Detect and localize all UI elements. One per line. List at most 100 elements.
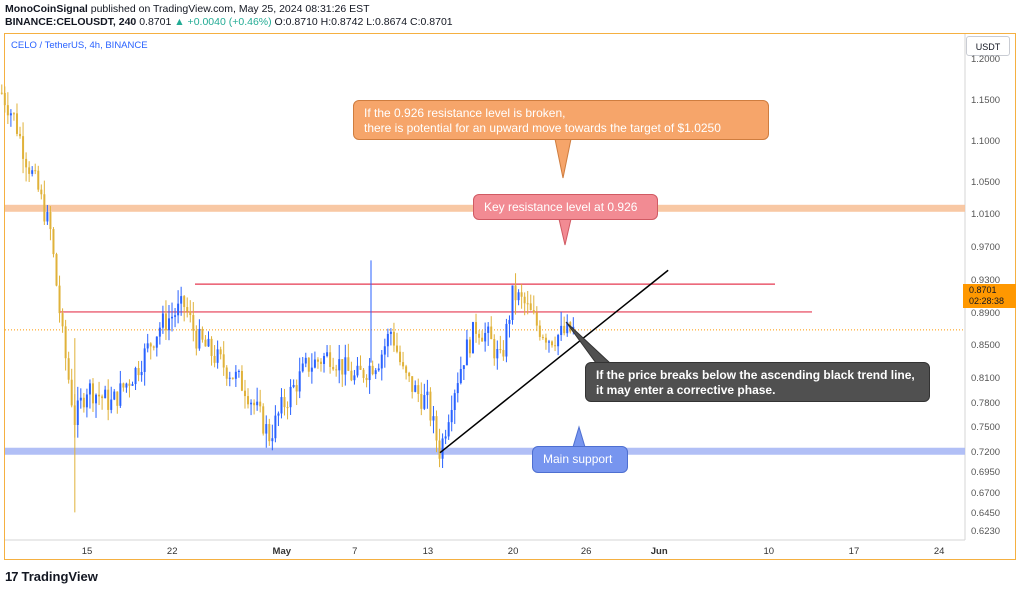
author-name: MonoCoinSignal: [5, 3, 88, 15]
candle-body: [310, 367, 313, 372]
candle-body: [161, 313, 164, 328]
candle-body: [490, 326, 493, 340]
candle-body: [465, 339, 468, 366]
candle-body: [462, 365, 465, 370]
candle-body: [514, 285, 517, 301]
target-callout-line2: there is potential for an upward move to…: [364, 121, 721, 135]
tradingview-logo[interactable]: 17 TradingView: [5, 569, 98, 584]
currency-button[interactable]: USDT: [966, 36, 1010, 56]
candle-body: [298, 371, 301, 392]
candle-body: [283, 397, 286, 408]
time-tick-label: 24: [933, 546, 945, 557]
price-tick-label: 0.9300: [971, 274, 1001, 286]
resistance-callout[interactable]: Key resistance level at 0.926: [473, 194, 658, 220]
candle-body: [475, 322, 478, 334]
publish-line: MonoCoinSignal published on TradingView.…: [5, 3, 370, 15]
candle-body: [15, 113, 18, 134]
price-tick-label: 1.1500: [971, 94, 1001, 106]
candle-body: [557, 335, 560, 347]
price-tick-label: 1.0500: [971, 176, 1001, 188]
candle-body: [377, 368, 380, 371]
support-callout-text: Main support: [543, 452, 613, 466]
price-tick-label: 0.7200: [971, 446, 1001, 458]
price-tick-label: 1.1000: [971, 135, 1001, 147]
resistance-callout-text: Key resistance level at 0.926: [484, 200, 638, 214]
candle-body: [529, 303, 532, 311]
candle-body: [554, 345, 557, 347]
candle-body: [82, 397, 85, 408]
symbol-name: BINANCE:CELOUSDT, 240: [5, 16, 137, 28]
candle-body: [453, 393, 456, 410]
candle-body: [307, 357, 310, 372]
support-callout[interactable]: Main support: [532, 446, 628, 473]
target-callout-line1: If the 0.926 resistance level is broken,: [364, 106, 566, 120]
candle-body: [250, 402, 253, 405]
candle-body: [52, 229, 55, 255]
candle-body: [95, 394, 98, 404]
candle-body: [180, 296, 183, 304]
time-tick-label: 26: [580, 546, 592, 557]
candle-body: [316, 359, 319, 362]
candle-body: [344, 357, 347, 375]
target-callout[interactable]: If the 0.926 resistance level is broken,…: [353, 100, 769, 140]
candle-body: [158, 327, 161, 337]
candle-body: [380, 354, 383, 369]
candle-body: [487, 326, 490, 333]
candle-body: [195, 330, 198, 349]
candle-body: [493, 339, 496, 359]
candle-body: [46, 211, 49, 222]
candle-body: [347, 357, 350, 371]
candle-body: [210, 338, 213, 356]
candle-body: [295, 385, 298, 392]
candle-body: [76, 400, 79, 426]
time-tick-label: Jun: [650, 546, 668, 557]
candle-body: [177, 303, 180, 316]
candle-body: [12, 113, 15, 115]
candle-body: [125, 383, 128, 388]
candle-body: [122, 383, 125, 388]
time-tick-label: 17: [848, 546, 860, 557]
candle-body: [213, 355, 216, 363]
candle-body: [107, 389, 110, 410]
candle-body: [301, 363, 304, 372]
candle-body: [471, 322, 474, 354]
support-zone: [5, 447, 965, 455]
candle-body: [523, 296, 526, 304]
candle-body: [365, 377, 368, 381]
candle-body: [517, 292, 520, 301]
candle-body: [326, 352, 329, 357]
candle-body: [201, 328, 204, 340]
candle-body: [438, 440, 441, 459]
candle-body: [511, 285, 514, 320]
price-tick-label: 0.9700: [971, 242, 1001, 254]
candle-body: [551, 341, 554, 346]
candle-body: [183, 296, 186, 308]
trendline-callout[interactable]: If the price breaks below the ascending …: [585, 362, 930, 402]
candle-body: [280, 397, 283, 414]
candle-body: [25, 158, 28, 168]
candle-body: [85, 394, 88, 408]
candle-body: [167, 318, 170, 331]
candle-body: [541, 336, 544, 338]
candle-body: [134, 368, 137, 385]
candle-body: [140, 371, 143, 376]
price-tick-label: 1.0100: [971, 209, 1001, 221]
candle-body: [432, 416, 435, 421]
candle-body: [456, 383, 459, 394]
candle-body: [292, 385, 295, 387]
candle-body: [502, 350, 505, 357]
candle-body: [198, 328, 201, 349]
candle-body: [329, 352, 332, 367]
candle-body: [91, 383, 94, 404]
chart-legend: CELO / TetherUS, 4h, BINANCE: [11, 40, 148, 51]
candle-body: [216, 349, 219, 363]
candle-body: [256, 401, 259, 406]
candle-body: [408, 372, 411, 377]
time-tick-label: 7: [352, 546, 358, 557]
tradingview-wordmark: TradingView: [21, 569, 98, 584]
low-value: L:0.8674: [366, 16, 408, 28]
candle-body: [98, 394, 101, 397]
candle-body: [143, 348, 146, 372]
candle-body: [219, 349, 222, 355]
